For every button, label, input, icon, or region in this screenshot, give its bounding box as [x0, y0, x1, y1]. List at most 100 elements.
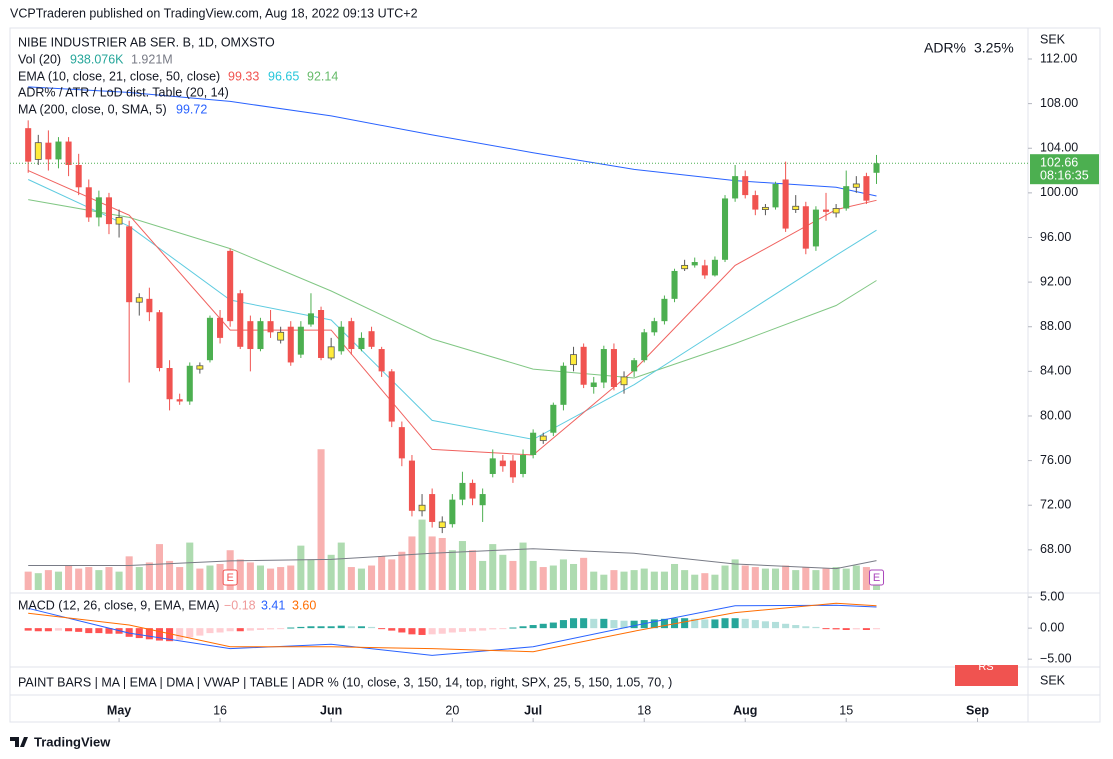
candle-body	[338, 326, 345, 352]
volume-bar	[378, 556, 386, 590]
volume-bar	[549, 565, 557, 590]
macd-legend: MACD (12, 26, close, 9, EMA, EMA)	[18, 598, 219, 612]
volume-bar	[499, 554, 507, 590]
candle-body	[378, 349, 385, 372]
last-price-box	[1030, 154, 1099, 185]
volume-bar	[155, 544, 163, 590]
candle-body	[550, 404, 557, 433]
ma-value: 99.72	[176, 102, 207, 116]
script-currency: SEK	[1040, 673, 1066, 687]
candle-body	[782, 179, 789, 229]
macd-histogram-bar	[590, 618, 598, 629]
macd-histogram-bar	[559, 620, 567, 629]
candle-body	[681, 264, 689, 270]
candle-body	[65, 141, 72, 165]
candle-body	[206, 317, 213, 361]
macd-histogram-bar	[65, 628, 73, 632]
price-tick-label: 112.00	[1040, 51, 1077, 65]
candle-body	[469, 482, 476, 499]
candle-body	[691, 262, 698, 266]
candle-body	[761, 206, 769, 211]
volume-bar	[166, 560, 174, 590]
macd-histogram-bar	[620, 620, 628, 629]
volume-bar	[216, 563, 224, 590]
ema-legend: EMA (10, close, 21, close, 50, close)	[18, 69, 220, 83]
date-tick-label: 16	[213, 703, 227, 717]
macd-histogram-bar	[85, 628, 93, 634]
candle-body	[489, 458, 496, 474]
volume-bar	[428, 536, 436, 590]
volume-bar	[357, 568, 365, 590]
candle-body	[146, 298, 153, 313]
candle-body	[863, 176, 870, 201]
earnings-marker	[869, 569, 885, 586]
currency: SEK	[1040, 32, 1066, 46]
volume-bar	[65, 565, 73, 590]
volume-bar	[751, 567, 759, 590]
macd-histogram-bar	[408, 628, 416, 635]
macd-histogram-bar	[792, 625, 800, 629]
candle-body	[832, 208, 840, 214]
volume-bar	[691, 574, 699, 590]
ema10-value: 99.33	[228, 69, 259, 83]
ema21-value: 96.65	[268, 69, 299, 83]
candle-body	[459, 482, 466, 500]
volume-bar	[802, 567, 810, 590]
volume-bar	[630, 570, 638, 590]
volume-bar	[337, 542, 345, 590]
macd-histogram-bar	[337, 625, 345, 629]
candle-body	[348, 321, 355, 350]
macd-histogram-bar	[418, 628, 426, 635]
candle-body	[398, 427, 405, 459]
volume-bar	[408, 536, 416, 590]
macd-histogram-bar	[216, 628, 224, 633]
volume-ma-value: 1.921M	[131, 52, 173, 66]
volume-bar	[721, 565, 729, 590]
candle-body	[560, 365, 567, 405]
candle-body	[852, 183, 860, 188]
macd-histogram-bar	[832, 628, 840, 630]
volume-bar	[852, 565, 860, 590]
macd-histogram-bar	[196, 628, 204, 636]
volume-bar	[640, 568, 648, 590]
macd-histogram-bar	[307, 626, 315, 629]
candle-body	[297, 326, 304, 355]
volume-bar	[660, 571, 668, 590]
candle-body	[247, 321, 254, 350]
volume-bar	[670, 563, 679, 590]
price-tick-label: 96.00	[1040, 230, 1071, 244]
macd-histogram-bar	[630, 620, 638, 629]
macd-hist-value: −0.18	[224, 598, 256, 612]
macd-histogram-bar	[681, 618, 689, 629]
volume-bar	[509, 560, 517, 590]
macd-histogram-bar	[368, 626, 376, 629]
macd-histogram-bar	[499, 628, 507, 630]
volume-bar	[236, 559, 244, 590]
macd-histogram-bar	[529, 625, 537, 629]
volume-bar	[368, 565, 376, 590]
ema50-value: 92.14	[307, 69, 338, 83]
macd-histogram-bar	[105, 628, 113, 634]
volume-bar	[842, 568, 850, 590]
volume-bar	[287, 565, 295, 590]
candle-body	[530, 432, 537, 456]
candle-body	[822, 209, 830, 212]
volume-bar	[539, 567, 547, 590]
candle-body	[742, 176, 749, 196]
macd-histogram-bar	[246, 628, 254, 631]
macd-histogram-bar	[388, 628, 396, 631]
volume-bar	[34, 573, 42, 590]
macd-histogram-bar	[852, 628, 860, 630]
macd-histogram-bar	[206, 628, 214, 634]
candle-body	[307, 313, 314, 325]
adr-value: 3.25%	[974, 40, 1014, 56]
candle-body	[701, 265, 708, 276]
candle-body	[732, 176, 739, 199]
candle-body	[237, 293, 244, 347]
candle-body	[438, 521, 446, 528]
date-tick-label: May	[107, 703, 131, 717]
macd-histogram-bar	[347, 626, 355, 629]
table-legend: ADR% / ATR / LoD dist. Table (20, 14)	[18, 85, 229, 99]
candle-body	[115, 217, 123, 225]
volume-bar	[862, 567, 870, 590]
